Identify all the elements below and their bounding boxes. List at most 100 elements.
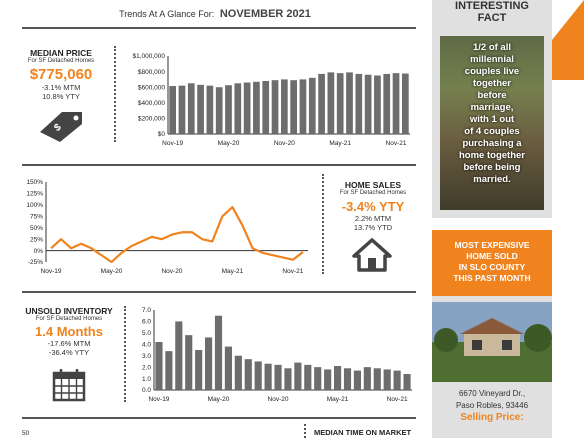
y-tick-label: 25%	[30, 236, 43, 243]
x-tick-label: May-21	[222, 268, 244, 275]
x-tick-label: May-21	[329, 140, 351, 147]
bar	[243, 82, 251, 134]
y-tick-label: 0.0	[142, 387, 151, 394]
bar	[234, 355, 242, 390]
bar	[197, 84, 204, 134]
bar	[355, 73, 363, 134]
bar	[187, 83, 195, 134]
y-tick-label: 7.0	[142, 307, 151, 314]
y-tick-label: 75%	[30, 213, 43, 220]
median-price-value: $775,060	[29, 66, 93, 83]
dotted-separator	[304, 424, 306, 438]
y-tick-label: $800,000	[138, 69, 165, 76]
median-price-title: MEDIAN PRICE	[30, 48, 92, 58]
fact-line: home together	[459, 150, 525, 161]
x-tick-label: Nov-19	[41, 268, 62, 275]
bar	[205, 337, 213, 390]
price-tag-icon: $	[40, 112, 82, 142]
bar	[353, 370, 361, 390]
fact-line: 1/2 of all	[472, 42, 511, 53]
bar	[294, 362, 302, 390]
home-sales-ytd: 13.7% YTD	[353, 223, 393, 232]
divider	[22, 164, 416, 166]
header-month: NOVEMBER 2021	[219, 8, 311, 20]
orange-tab-notch	[552, 0, 584, 40]
bar	[374, 75, 381, 134]
fact-line: before being	[463, 162, 521, 173]
most-expensive-address: 6670 Vineyard Dr., Paso Robles, 93446	[432, 388, 552, 412]
bar	[175, 321, 183, 390]
x-tick-label: May-20	[208, 396, 230, 403]
y-tick-label: 4.0	[142, 341, 151, 348]
median-price-mtm: -3.1% MTM	[41, 83, 81, 92]
bar	[244, 359, 252, 390]
y-tick-label: 50%	[30, 225, 43, 232]
bar	[254, 361, 262, 390]
y-tick-label: $600,000	[138, 84, 165, 91]
most-expensive-line: MOST EXPENSIVE	[454, 240, 530, 250]
y-tick-label: 150%	[26, 179, 43, 186]
bar	[327, 72, 335, 134]
y-tick-label: $200,000	[138, 116, 165, 123]
y-tick-label: 1.0	[142, 376, 151, 383]
fact-text: 1/2 of all millennial couples live together…	[440, 42, 544, 186]
bar	[234, 83, 242, 134]
calendar-icon	[52, 369, 86, 402]
x-tick-label: Nov-21	[387, 396, 408, 403]
unsold-inventory-yty: -36.4% YTY	[48, 348, 90, 357]
house-icon	[352, 238, 392, 272]
bar	[318, 73, 325, 134]
bar	[324, 369, 332, 390]
series-line	[50, 206, 304, 264]
header-label: Trends At A Glance For:	[119, 9, 215, 19]
home-sales-value: -3.4% YTY	[341, 199, 405, 214]
most-expensive-line: HOME SOLD	[466, 251, 518, 261]
unsold-inventory-subtitle: For SF Detached Homes	[35, 316, 103, 322]
bar	[215, 87, 223, 134]
bar	[393, 370, 401, 390]
bar	[284, 368, 292, 390]
median-price-subtitle: For SF Detached Homes	[27, 58, 95, 64]
unsold-inventory-title: UNSOLD INVENTORY	[25, 306, 113, 316]
svg-text:$: $	[52, 122, 64, 134]
home-sales-stat: HOME SALES For SF Detached Homes -3.4% Y…	[330, 180, 416, 232]
bar	[155, 342, 163, 390]
fact-line: married.	[473, 174, 511, 185]
bar	[314, 367, 322, 390]
median-price-stat: MEDIAN PRICE For SF Detached Homes $775,…	[22, 48, 100, 101]
home-sales-title: HOME SALES	[344, 180, 402, 190]
fact-line: of 4 couples	[464, 126, 520, 137]
bar	[225, 85, 232, 134]
bar	[392, 73, 400, 134]
bar	[373, 368, 381, 390]
y-tick-label: $0	[158, 131, 166, 138]
bar	[336, 73, 344, 134]
x-tick-label: Nov-20	[274, 140, 295, 147]
bar	[383, 73, 391, 134]
dotted-separator	[322, 174, 324, 274]
fact-line: couples live	[464, 66, 520, 77]
bar	[262, 80, 270, 134]
bar	[383, 369, 391, 390]
bar	[264, 363, 272, 390]
fact-line: millennial	[470, 54, 514, 65]
fact-title: INTERESTING FACT	[432, 0, 552, 24]
bar	[280, 79, 288, 134]
unsold-inventory-stat: UNSOLD INVENTORY For SF Detached Homes 1…	[22, 306, 116, 357]
bar	[224, 346, 232, 390]
x-tick-label: Nov-21	[386, 140, 407, 147]
bar	[214, 315, 223, 390]
fact-line: together	[473, 78, 511, 89]
unsold-inventory-value: 1.4 Months	[35, 324, 103, 339]
divider	[22, 417, 416, 419]
dotted-separator	[124, 306, 126, 402]
median-price-yty: 10.8% YTY	[42, 92, 80, 101]
home-sales-subtitle: For SF Detached Homes	[339, 190, 407, 196]
y-tick-label: 2.0	[142, 364, 151, 371]
fact-title-line2: FACT	[477, 12, 507, 24]
y-tick-label: 100%	[26, 202, 43, 209]
y-tick-label: $1,000,000	[132, 53, 165, 60]
fact-photo	[440, 36, 544, 210]
bar	[364, 74, 372, 134]
y-tick-label: -25%	[28, 259, 43, 266]
